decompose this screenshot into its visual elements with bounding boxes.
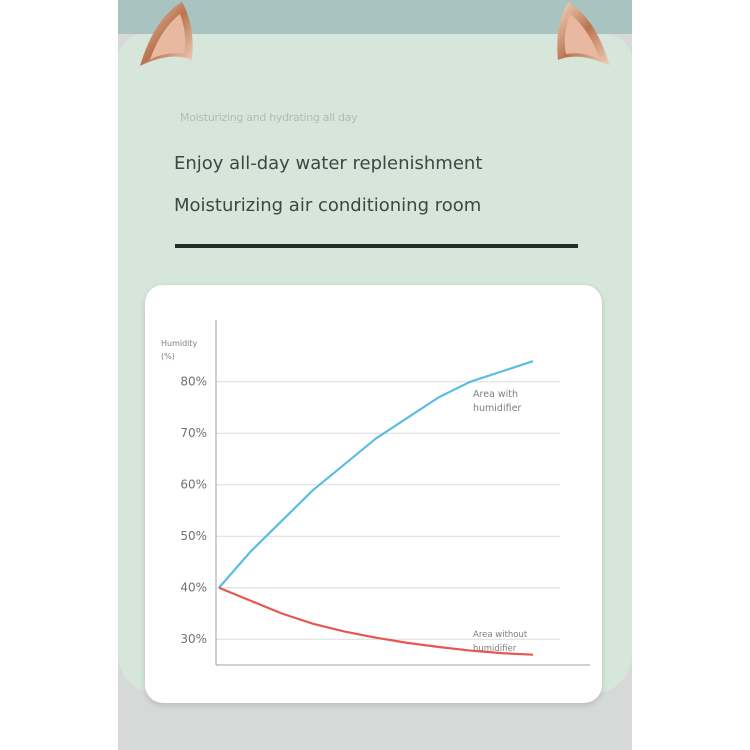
line — [218, 360, 534, 589]
tagline: Moisturizing and hydrating all day — [180, 111, 358, 124]
ear-left-inner — [150, 14, 186, 60]
y-tick-label: 60% — [180, 477, 207, 491]
annotation: Area with humidifier — [473, 389, 522, 415]
annotation: Area without humidifier — [473, 629, 528, 654]
headline: Enjoy all-day water replenishment — [174, 153, 483, 174]
y-axis-label: Humidity (%) — [161, 339, 198, 361]
ear-right-inner — [564, 14, 600, 60]
headline: Moisturizing air conditioning room — [174, 195, 482, 216]
y-tick-label: 40% — [180, 580, 207, 594]
y-tick-label: 80% — [180, 374, 207, 388]
top-band — [118, 0, 632, 34]
chart-card — [145, 285, 602, 703]
divider — [175, 244, 578, 248]
y-tick-label: 30% — [180, 632, 207, 646]
y-tick-label: 70% — [180, 426, 207, 440]
line — [218, 586, 534, 656]
y-tick-label: 50% — [180, 529, 207, 543]
